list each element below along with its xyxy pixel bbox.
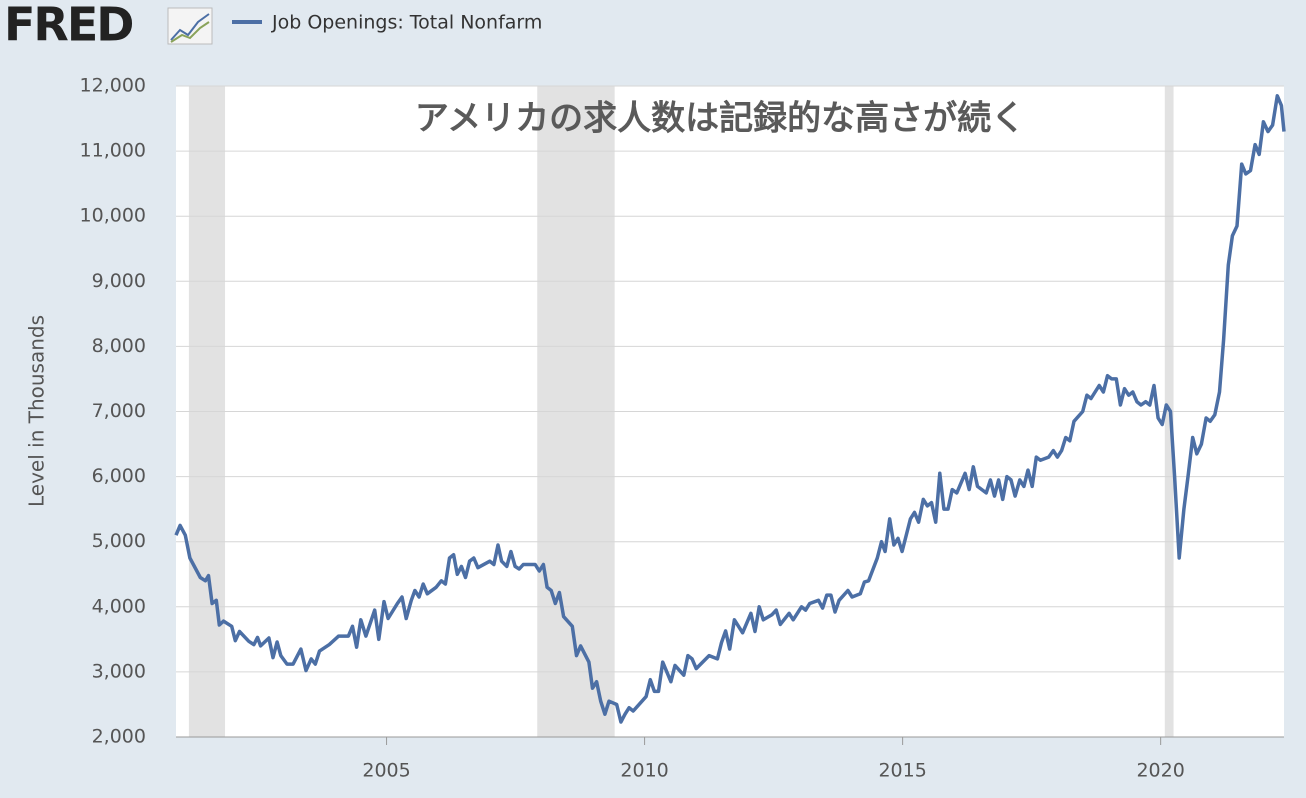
series-line xyxy=(174,94,1286,724)
y-axis-label: Level in Thousands xyxy=(25,315,49,507)
x-tick-label: 2015 xyxy=(878,760,926,782)
logo-icon xyxy=(167,7,213,45)
annotation-title: アメリカの求人数は記録的な高さが続く xyxy=(415,99,1025,139)
y-tick-label: 4,000 xyxy=(92,595,146,617)
y-tick-label: 9,000 xyxy=(92,270,146,292)
logo: FRED xyxy=(4,0,132,52)
x-tick-label: 2020 xyxy=(1136,760,1184,782)
y-tick-label: 2,000 xyxy=(92,726,146,748)
y-tick-label: 12,000 xyxy=(80,75,146,97)
x-tick-label: 2010 xyxy=(620,760,668,782)
x-tick-label: 2005 xyxy=(362,760,410,782)
y-tick-label: 10,000 xyxy=(80,205,146,227)
y-tick-label: 7,000 xyxy=(92,400,146,422)
y-tick-label: 3,000 xyxy=(92,660,146,682)
y-tick-label: 6,000 xyxy=(92,465,146,487)
y-tick-label: 8,000 xyxy=(92,335,146,357)
legend-label: Job Openings: Total Nonfarm xyxy=(271,12,542,34)
y-tick-label: 11,000 xyxy=(80,140,146,162)
y-tick-label: 5,000 xyxy=(92,530,146,552)
